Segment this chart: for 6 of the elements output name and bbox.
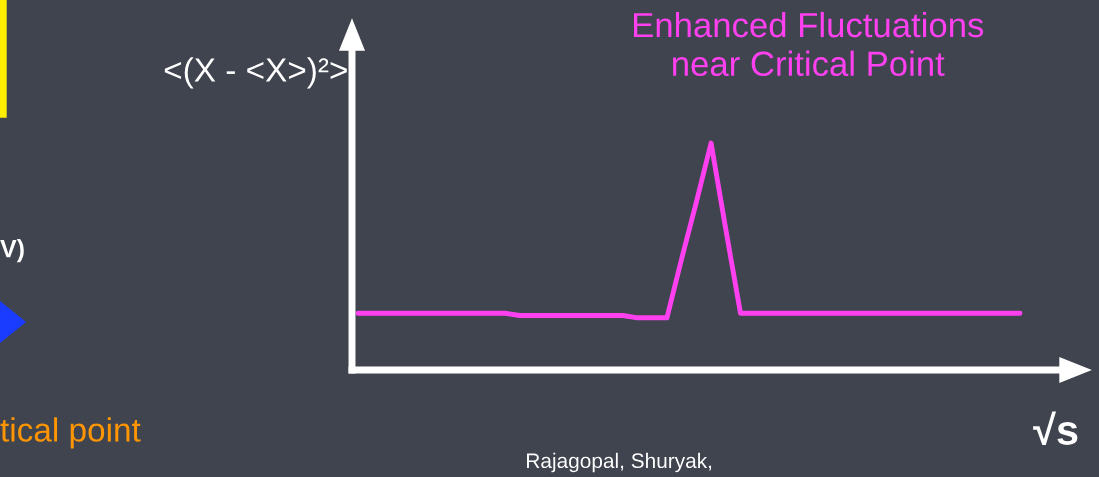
y-axis-title: <(X - <X>)²>: [164, 57, 347, 89]
text: Rajagopal, Shuryak,: [527, 452, 712, 473]
text: tical point: [0, 417, 141, 449]
text: Enhanced Fluctuations near Critical Point: [634, 11, 984, 77]
text: V): [0, 239, 24, 263]
x-axis-title: √s: [1033, 411, 1078, 446]
